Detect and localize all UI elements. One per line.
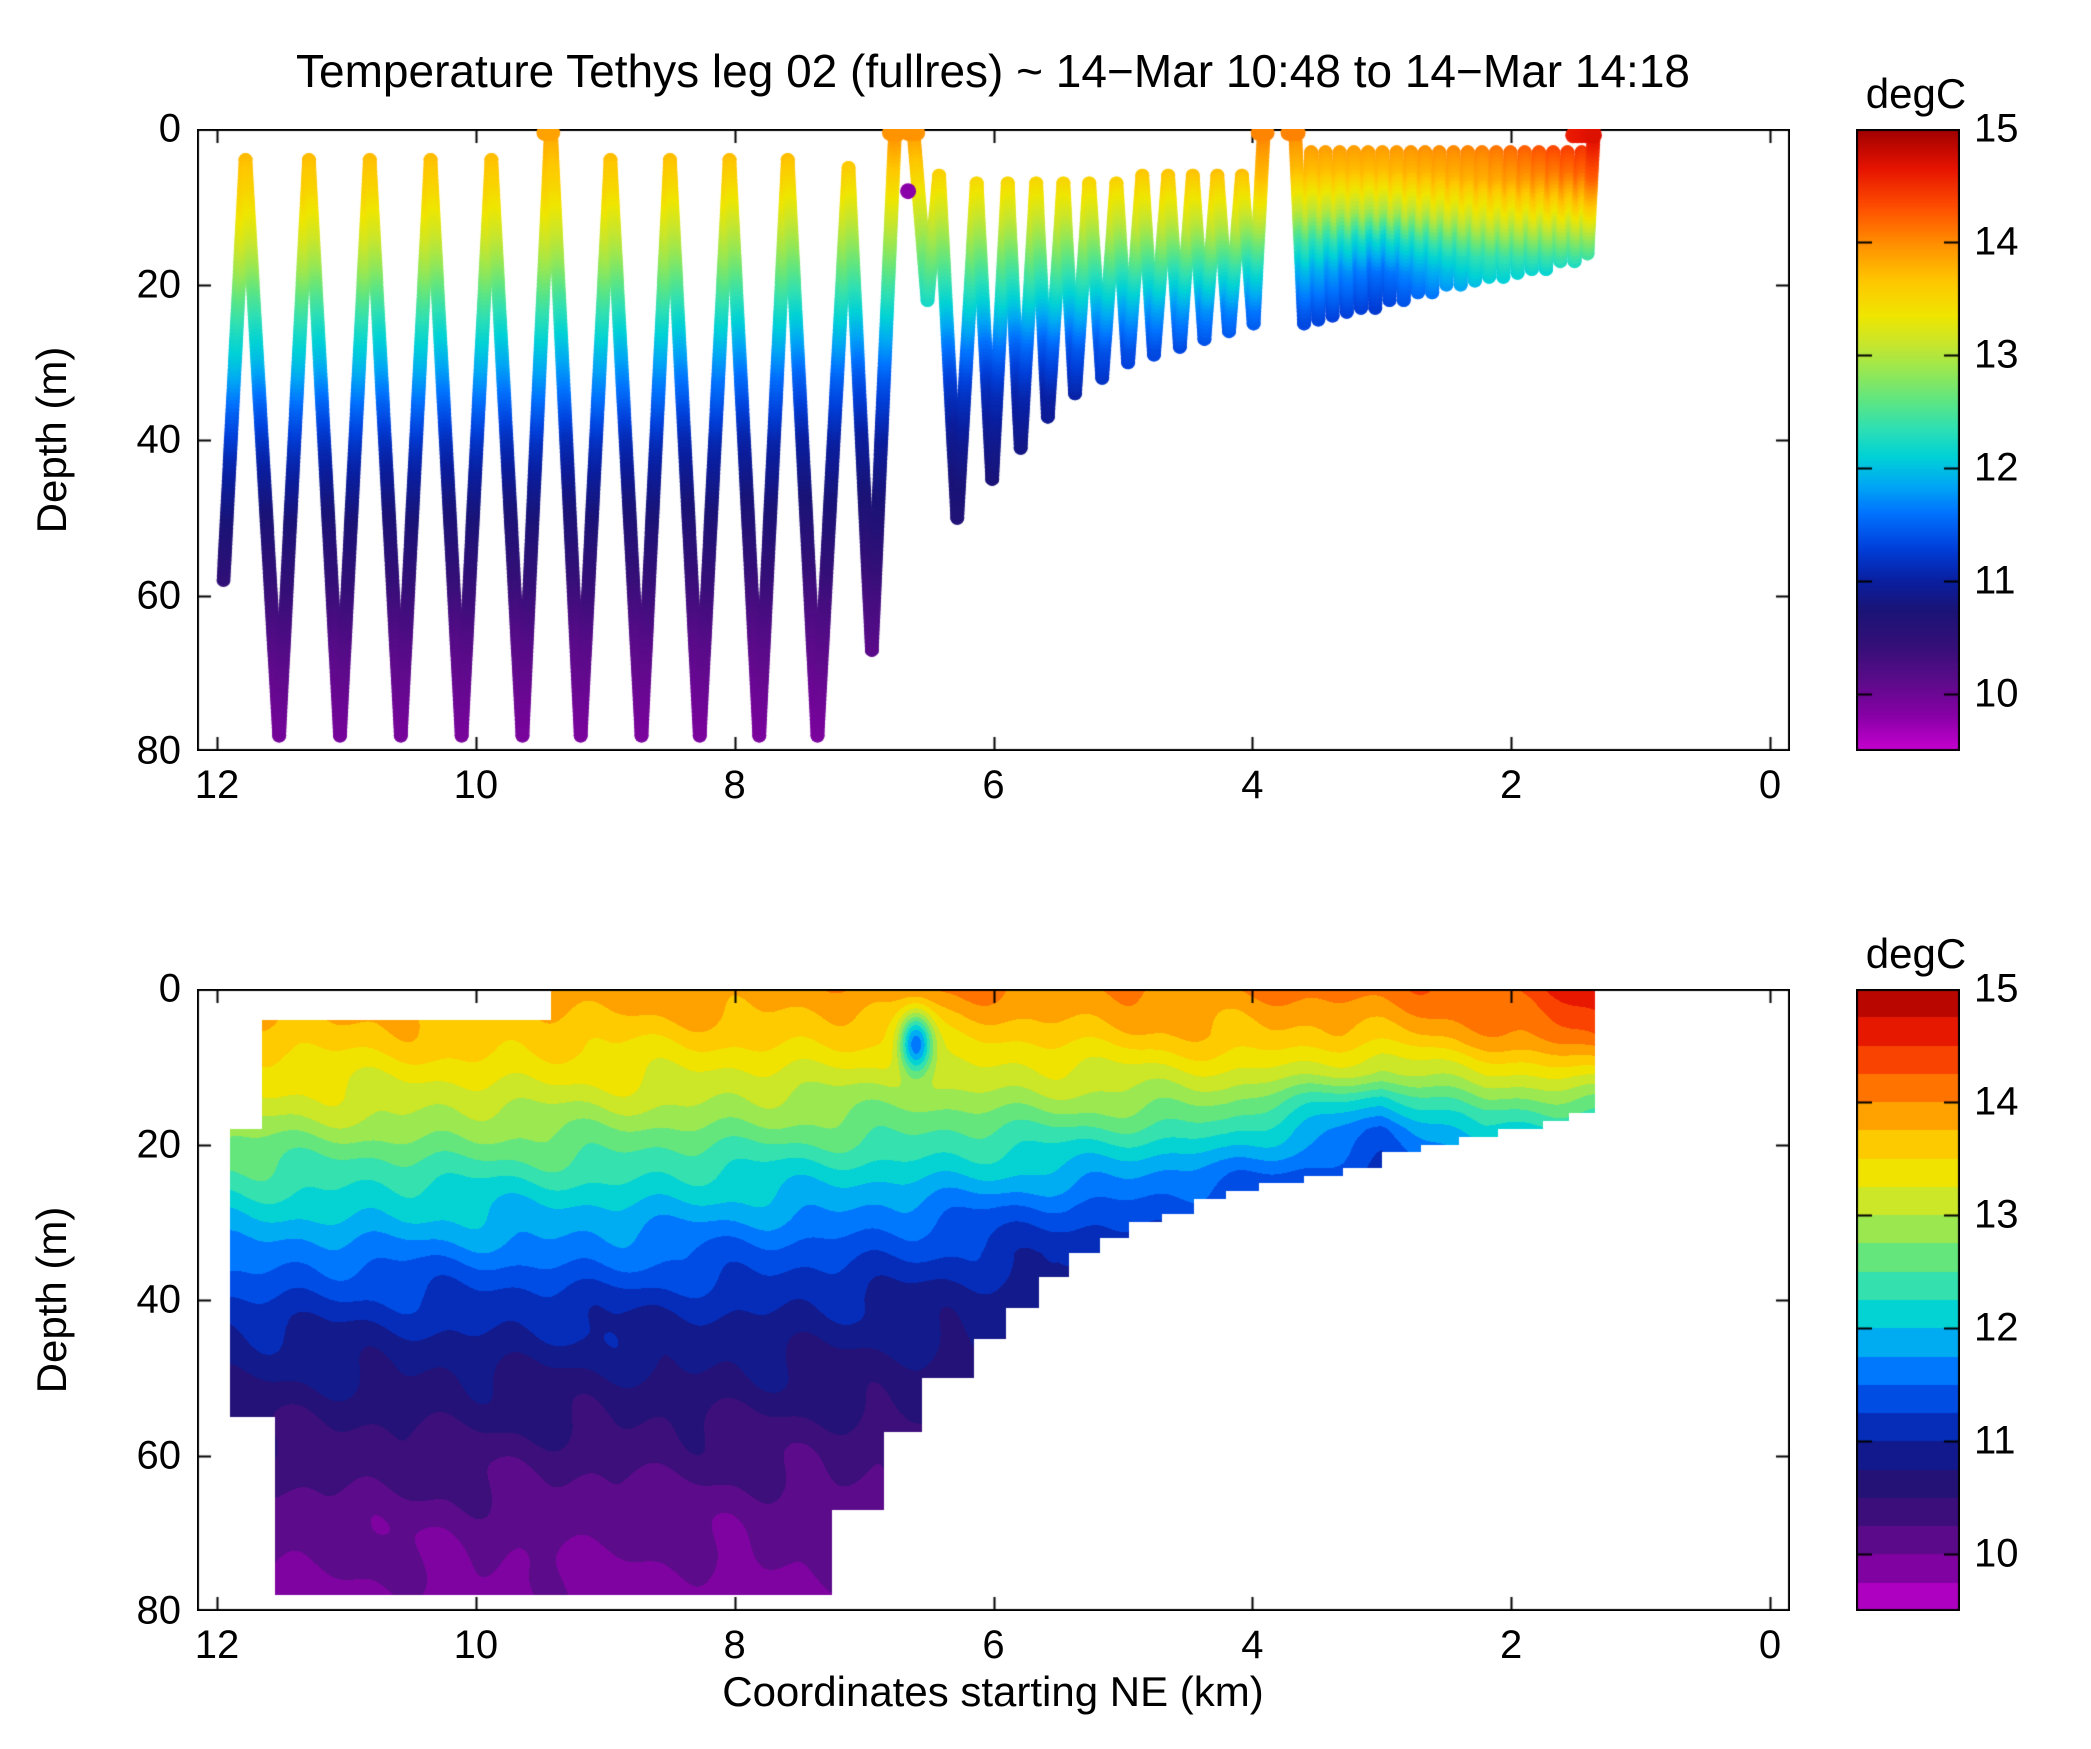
colorbar-label-top: degC <box>1865 70 1967 117</box>
colorbar-tick-label: 15 <box>1974 106 2019 151</box>
x-tick-label: 2 <box>1500 763 1523 807</box>
colorbar-bottom-canvas <box>1856 989 1960 1611</box>
y-tick-label: 60 <box>136 1433 182 1477</box>
x-tick-label: 0 <box>1758 1623 1782 1667</box>
figure-title: Temperature Tethys leg 02 (fullres) ~ 14… <box>296 45 1690 97</box>
colorbar-tick-label: 11 <box>1974 1418 2016 1463</box>
colorbar-tick-label: 10 <box>1974 671 2019 716</box>
x-tick-label: 8 <box>723 1623 746 1667</box>
y-tick-label: 40 <box>136 417 182 462</box>
y-tick-label: 40 <box>136 1277 182 1322</box>
y-axis-label-top: Depth (m) <box>28 346 75 534</box>
contour-panel-canvas <box>197 989 1790 1611</box>
y-tick-label: 80 <box>136 1588 182 1633</box>
x-tick-label: 12 <box>194 1623 240 1667</box>
x-tick-label: 2 <box>1500 1623 1523 1667</box>
colorbar-tick-label: 12 <box>1974 445 2019 490</box>
y-tick-label: 80 <box>136 728 182 773</box>
colorbar-tick-label: 10 <box>1974 1531 2019 1576</box>
colorbar-tick-label: 11 <box>1974 558 2016 603</box>
x-tick-label: 6 <box>982 1623 1005 1667</box>
y-tick-label: 20 <box>136 262 182 306</box>
x-axis-label: Coordinates starting NE (km) <box>722 1668 1264 1715</box>
colorbar-top-canvas <box>1856 129 1960 751</box>
scatter-panel-canvas <box>197 129 1790 751</box>
x-tick-label: 4 <box>1241 1623 1264 1667</box>
x-tick-label: 10 <box>453 1623 499 1667</box>
x-tick-label: 6 <box>982 763 1005 807</box>
x-tick-label: 10 <box>453 763 499 807</box>
y-tick-label: 20 <box>136 1122 182 1166</box>
x-tick-label: 8 <box>723 763 746 807</box>
colorbar-tick-label: 14 <box>1974 1079 2019 1124</box>
colorbar-tick-label: 13 <box>1974 332 2019 377</box>
colorbar-tick-label: 13 <box>1974 1192 2019 1237</box>
colorbar-tick-label: 14 <box>1974 219 2019 264</box>
x-tick-label: 0 <box>1758 763 1782 807</box>
y-tick-label: 60 <box>136 573 182 617</box>
y-tick-label: 0 <box>158 966 181 1011</box>
y-axis-label-bottom: Depth (m) <box>28 1206 75 1394</box>
colorbar-tick-label: 15 <box>1974 966 2019 1011</box>
colorbar-tick-label: 12 <box>1974 1305 2019 1350</box>
x-tick-label: 4 <box>1241 763 1264 807</box>
x-tick-label: 12 <box>194 763 240 807</box>
y-tick-label: 0 <box>158 106 181 151</box>
colorbar-label-bottom: degC <box>1865 930 1967 977</box>
